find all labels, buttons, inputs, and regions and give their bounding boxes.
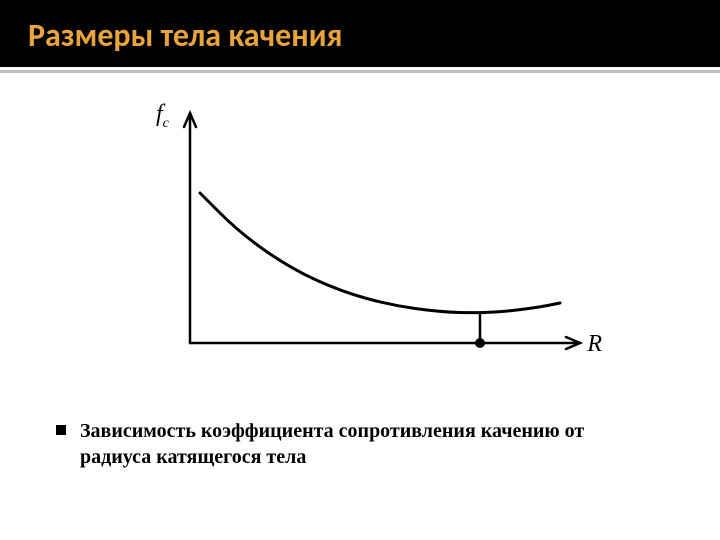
title-bar: Размеры тела качения — [0, 0, 720, 67]
title-rule — [0, 70, 720, 73]
chart: fc R — [110, 93, 610, 383]
y-axis-label-main: f — [156, 101, 163, 127]
x-axis-label: R — [587, 331, 602, 358]
slide: Размеры тела качения fc R Зависимость ко… — [0, 0, 720, 540]
caption-row: Зависимость коэффициента сопротивления к… — [56, 418, 660, 470]
bullet-icon — [56, 425, 66, 435]
y-axis-label-sub: c — [163, 116, 169, 131]
slide-title: Размеры тела качения — [28, 18, 692, 53]
y-axis-label: fc — [156, 101, 169, 132]
chart-svg — [110, 93, 610, 383]
caption-text: Зависимость коэффициента сопротивления к… — [80, 418, 660, 470]
